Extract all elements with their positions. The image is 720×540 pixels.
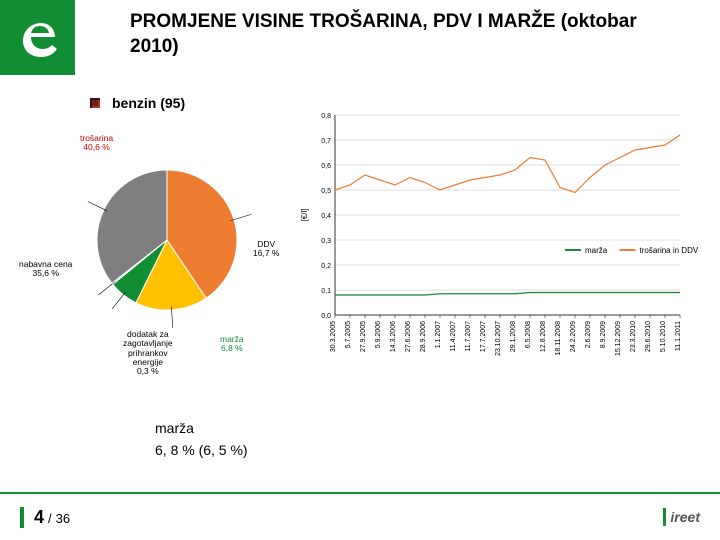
svg-text:30.3.2005: 30.3.2005 (330, 321, 337, 352)
line-chart: 0,0 0,1 0,2 0,3 0,4 0,5 0,6 0,7 0,8 [€/l] 30.3.200… (295, 105, 710, 420)
svg-text:marža: marža (585, 246, 608, 255)
pie-label-marza: marža6,8 % (220, 335, 244, 354)
page-indicator: 4 / 36 (20, 507, 70, 528)
subtitle: benzin (95) (112, 95, 185, 111)
svg-text:trošarina in DDV: trošarina in DDV (640, 246, 699, 255)
svg-text:18.11.2008: 18.11.2008 (555, 321, 562, 356)
svg-text:0,2: 0,2 (321, 263, 331, 270)
svg-text:11.1.2011: 11.1.2011 (675, 321, 682, 351)
svg-text:0,3: 0,3 (321, 238, 331, 245)
svg-text:24.2.2009: 24.2.2009 (570, 321, 577, 352)
svg-text:23.3.2010: 23.3.2010 (630, 321, 637, 352)
svg-text:6.5.2008: 6.5.2008 (525, 321, 532, 348)
svg-text:11.7.2007: 11.7.2007 (465, 321, 472, 352)
series-marža (335, 293, 680, 296)
brand-logo (0, 0, 75, 75)
page-current: 4 (34, 507, 44, 528)
svg-text:29.6.2010: 29.6.2010 (645, 321, 652, 352)
series-trošarina in DDV (335, 135, 680, 193)
svg-text:12.8.2008: 12.8.2008 (540, 321, 547, 352)
pie-label-dodatak: dodatak zazagotavljanjeprihrankovenergij… (123, 330, 173, 377)
svg-text:11.4.2007: 11.4.2007 (450, 321, 457, 352)
marza-label: marža (155, 420, 248, 436)
page-total: 36 (56, 511, 70, 526)
svg-text:27.9.2005: 27.9.2005 (360, 321, 367, 352)
brand-bar-icon (663, 508, 666, 526)
subtitle-row: benzin (95) (90, 95, 185, 111)
svg-text:0,1: 0,1 (321, 288, 331, 295)
footer-brand: ireet (663, 508, 700, 526)
svg-text:17.7.2007: 17.7.2007 (480, 321, 487, 352)
svg-text:29.1.2008: 29.1.2008 (510, 321, 517, 352)
svg-text:27.6.2006: 27.6.2006 (405, 321, 412, 352)
svg-text:28.9.2006: 28.9.2006 (420, 321, 427, 352)
svg-text:0,0: 0,0 (321, 313, 331, 320)
svg-text:14.3.2006: 14.3.2006 (390, 321, 397, 352)
page-title: PROMJENE VISINE TROŠARINA, PDV I MARŽE (… (130, 10, 690, 59)
marza-summary: marža 6, 8 % (6, 5 %) (155, 420, 248, 458)
svg-text:0,4: 0,4 (321, 213, 331, 220)
svg-text:1.1.2007: 1.1.2007 (435, 321, 442, 348)
svg-text:15.12.2009: 15.12.2009 (615, 321, 622, 356)
svg-text:2.6.2009: 2.6.2009 (585, 321, 592, 348)
footer: 4 / 36 ireet (0, 492, 720, 540)
svg-text:5.10.2010: 5.10.2010 (660, 321, 667, 352)
svg-text:0,5: 0,5 (321, 188, 331, 195)
svg-text:8.9.2009: 8.9.2009 (600, 321, 607, 348)
pie-label-ddv: DDV16,7 % (253, 240, 279, 259)
bullet-icon (90, 98, 100, 108)
footer-brand-text: ireet (670, 509, 700, 525)
svg-text:0,7: 0,7 (321, 138, 331, 145)
svg-text:23.10.2007: 23.10.2007 (495, 321, 502, 356)
svg-text:0,8: 0,8 (321, 113, 331, 120)
pie-label-trosarina: trošarina40,6 % (80, 134, 113, 153)
svg-text:5.9.2006: 5.9.2006 (375, 321, 382, 348)
svg-text:0,6: 0,6 (321, 163, 331, 170)
page-sep: / (48, 511, 52, 526)
svg-text:5.7.2005: 5.7.2005 (345, 321, 352, 348)
pie-chart: trošarina40,6 % DDV16,7 % marža6,8 % dodata… (45, 130, 290, 375)
svg-text:[€/l]: [€/l] (300, 209, 309, 222)
pie-label-nabavna: nabavna cena35,6 % (19, 260, 72, 279)
marza-value: 6, 8 % (6, 5 %) (155, 442, 248, 458)
